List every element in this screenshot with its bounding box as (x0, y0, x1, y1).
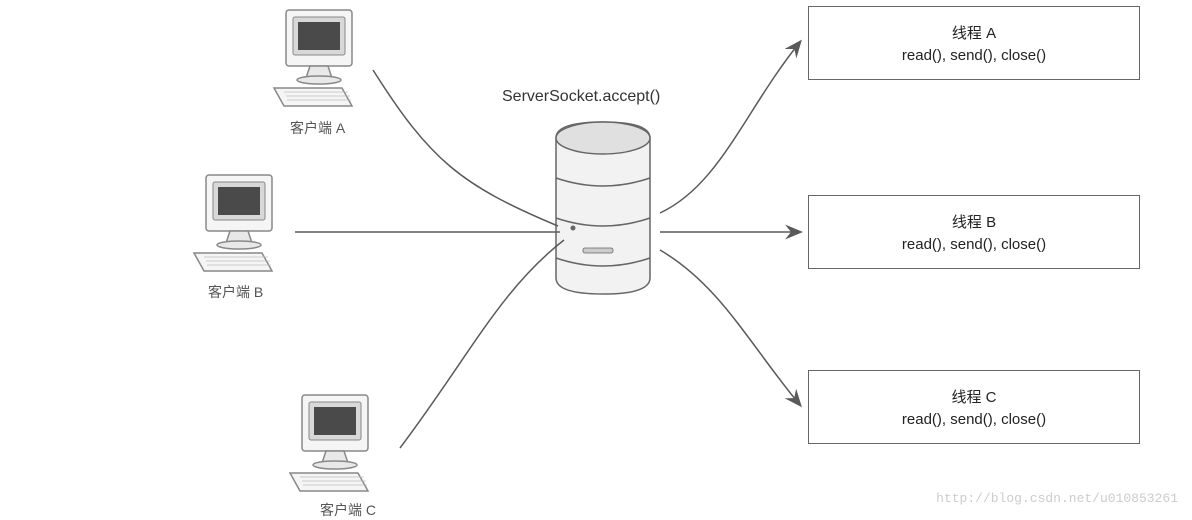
thread-b-title: 线程 B (952, 211, 996, 232)
client-b-label: 客户端 B (208, 282, 263, 302)
thread-b-box: 线程 B read(), send(), close() (808, 195, 1140, 269)
thread-a-ops: read(), send(), close() (902, 47, 1046, 64)
thread-c-box: 线程 C read(), send(), close() (808, 370, 1140, 444)
server-icon (556, 122, 650, 294)
thread-c-title: 线程 C (951, 386, 996, 407)
edge-thread-c (660, 250, 800, 405)
thread-b-ops: read(), send(), close() (902, 236, 1046, 253)
thread-c-ops: read(), send(), close() (902, 411, 1046, 428)
client-a-icon (274, 10, 352, 106)
client-b-icon (194, 175, 272, 271)
edge-client-c (400, 240, 564, 448)
watermark-text: http://blog.csdn.net/u010853261 (936, 491, 1178, 506)
diagram-canvas: 客户端 A 客户端 B 客户端 C ServerSocket.accept() … (0, 0, 1192, 514)
thread-a-title: 线程 A (952, 22, 996, 43)
client-c-icon (290, 395, 368, 491)
client-a-label: 客户端 A (290, 118, 345, 138)
edge-thread-a (660, 42, 800, 213)
client-c-label: 客户端 C (320, 500, 376, 520)
thread-a-box: 线程 A read(), send(), close() (808, 6, 1140, 80)
server-label: ServerSocket.accept() (502, 88, 660, 106)
